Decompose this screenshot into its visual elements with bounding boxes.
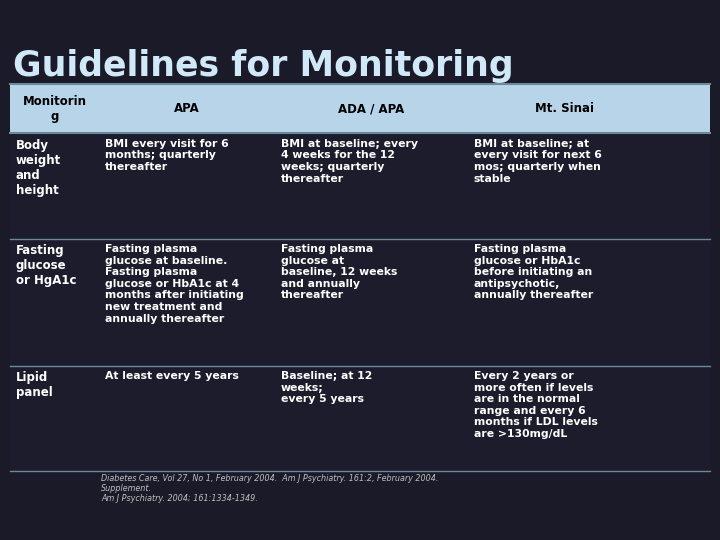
Text: Fasting
glucose
or HgA1c: Fasting glucose or HgA1c	[16, 244, 76, 287]
Text: BMI at baseline; every
4 weeks for the 12
weeks; quarterly
thereafter: BMI at baseline; every 4 weeks for the 1…	[281, 139, 418, 184]
Text: Lipid
panel: Lipid panel	[16, 371, 53, 399]
Text: Diabetes Care, Vol 27, No 1, February 2004.  Am J Psychiatry. 161:2, February 20: Diabetes Care, Vol 27, No 1, February 20…	[101, 474, 438, 503]
Text: Baseline; at 12
weeks;
every 5 years: Baseline; at 12 weeks; every 5 years	[281, 371, 372, 404]
Text: Fasting plasma
glucose or HbA1c
before initiating an
antipsychotic,
annually the: Fasting plasma glucose or HbA1c before i…	[474, 244, 593, 300]
Text: Mt. Sinai: Mt. Sinai	[534, 102, 593, 115]
Text: APA: APA	[174, 102, 200, 115]
Text: Fasting plasma
glucose at
baseline, 12 weeks
and annually
thereafter: Fasting plasma glucose at baseline, 12 w…	[281, 244, 397, 300]
Text: Every 2 years or
more often if levels
are in the normal
range and every 6
months: Every 2 years or more often if levels ar…	[474, 371, 598, 439]
Text: BMI every visit for 6
months; quarterly
thereafter: BMI every visit for 6 months; quarterly …	[104, 139, 228, 172]
Text: ADA / APA: ADA / APA	[338, 102, 405, 115]
Text: Guidelines for Monitoring: Guidelines for Monitoring	[13, 49, 513, 83]
Text: At least every 5 years: At least every 5 years	[104, 371, 238, 381]
Text: Body
weight
and
height: Body weight and height	[16, 139, 61, 197]
Text: Monitorin
g: Monitorin g	[22, 94, 86, 123]
Text: BMI at baseline; at
every visit for next 6
mos; quarterly when
stable: BMI at baseline; at every visit for next…	[474, 139, 601, 184]
Text: Fasting plasma
glucose at baseline.
Fasting plasma
glucose or HbA1c at 4
months : Fasting plasma glucose at baseline. Fast…	[104, 244, 243, 323]
